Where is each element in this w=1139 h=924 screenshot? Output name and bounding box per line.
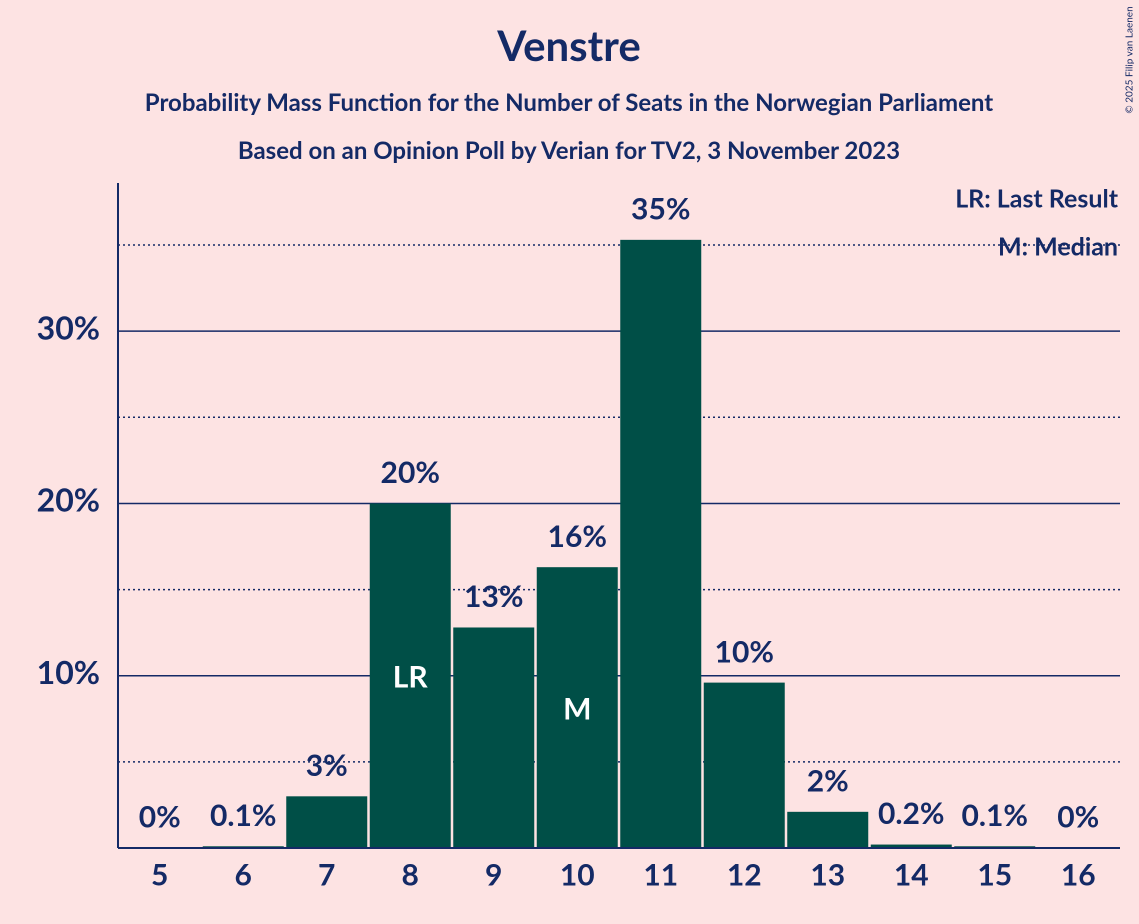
copyright: © 2025 Filip van Laenen xyxy=(1124,6,1136,113)
x-tick-label: 16 xyxy=(1061,857,1096,893)
bar xyxy=(453,627,535,848)
bar xyxy=(620,239,702,849)
x-tick-label: 15 xyxy=(977,857,1012,893)
bar-annotation: M xyxy=(563,690,591,726)
bar xyxy=(536,567,618,848)
x-tick-label: 8 xyxy=(402,857,419,893)
value-label: 20% xyxy=(381,454,440,490)
chart-subtitle: Based on an Opinion Poll by Verian for T… xyxy=(238,136,900,165)
bar xyxy=(369,503,451,848)
value-label: 35% xyxy=(631,191,690,227)
bar xyxy=(703,682,785,848)
value-label: 0.1% xyxy=(210,797,277,833)
y-tick-label: 10% xyxy=(37,652,100,691)
bar xyxy=(870,844,952,848)
legend-entry: LR: Last Result xyxy=(955,183,1119,213)
bar xyxy=(787,811,869,848)
y-tick-label: 30% xyxy=(37,307,100,346)
chart-subtitle: Probability Mass Function for the Number… xyxy=(145,88,993,117)
value-label: 13% xyxy=(464,578,523,614)
value-label: 10% xyxy=(715,633,774,669)
x-tick-label: 9 xyxy=(485,857,502,893)
value-label: 3% xyxy=(306,747,348,783)
x-tick-label: 11 xyxy=(643,857,678,893)
chart-title: Venstre xyxy=(496,20,641,70)
bar-annotation: LR xyxy=(393,658,429,694)
x-tick-label: 13 xyxy=(810,857,845,893)
x-tick-label: 12 xyxy=(727,857,762,893)
x-tick-label: 10 xyxy=(560,857,595,893)
x-tick-label: 6 xyxy=(235,857,252,893)
value-label: 2% xyxy=(807,763,849,799)
value-label: 0.1% xyxy=(961,797,1028,833)
bar xyxy=(286,796,368,848)
value-label: 0% xyxy=(139,799,181,835)
x-tick-label: 14 xyxy=(894,857,929,893)
x-tick-label: 7 xyxy=(318,857,335,893)
legend-entry: M: Median xyxy=(998,231,1118,261)
value-label: 0.2% xyxy=(878,795,945,831)
value-label: 0% xyxy=(1057,799,1099,835)
x-tick-label: 5 xyxy=(151,857,168,893)
y-tick-label: 20% xyxy=(37,480,100,519)
value-label: 16% xyxy=(548,518,607,554)
